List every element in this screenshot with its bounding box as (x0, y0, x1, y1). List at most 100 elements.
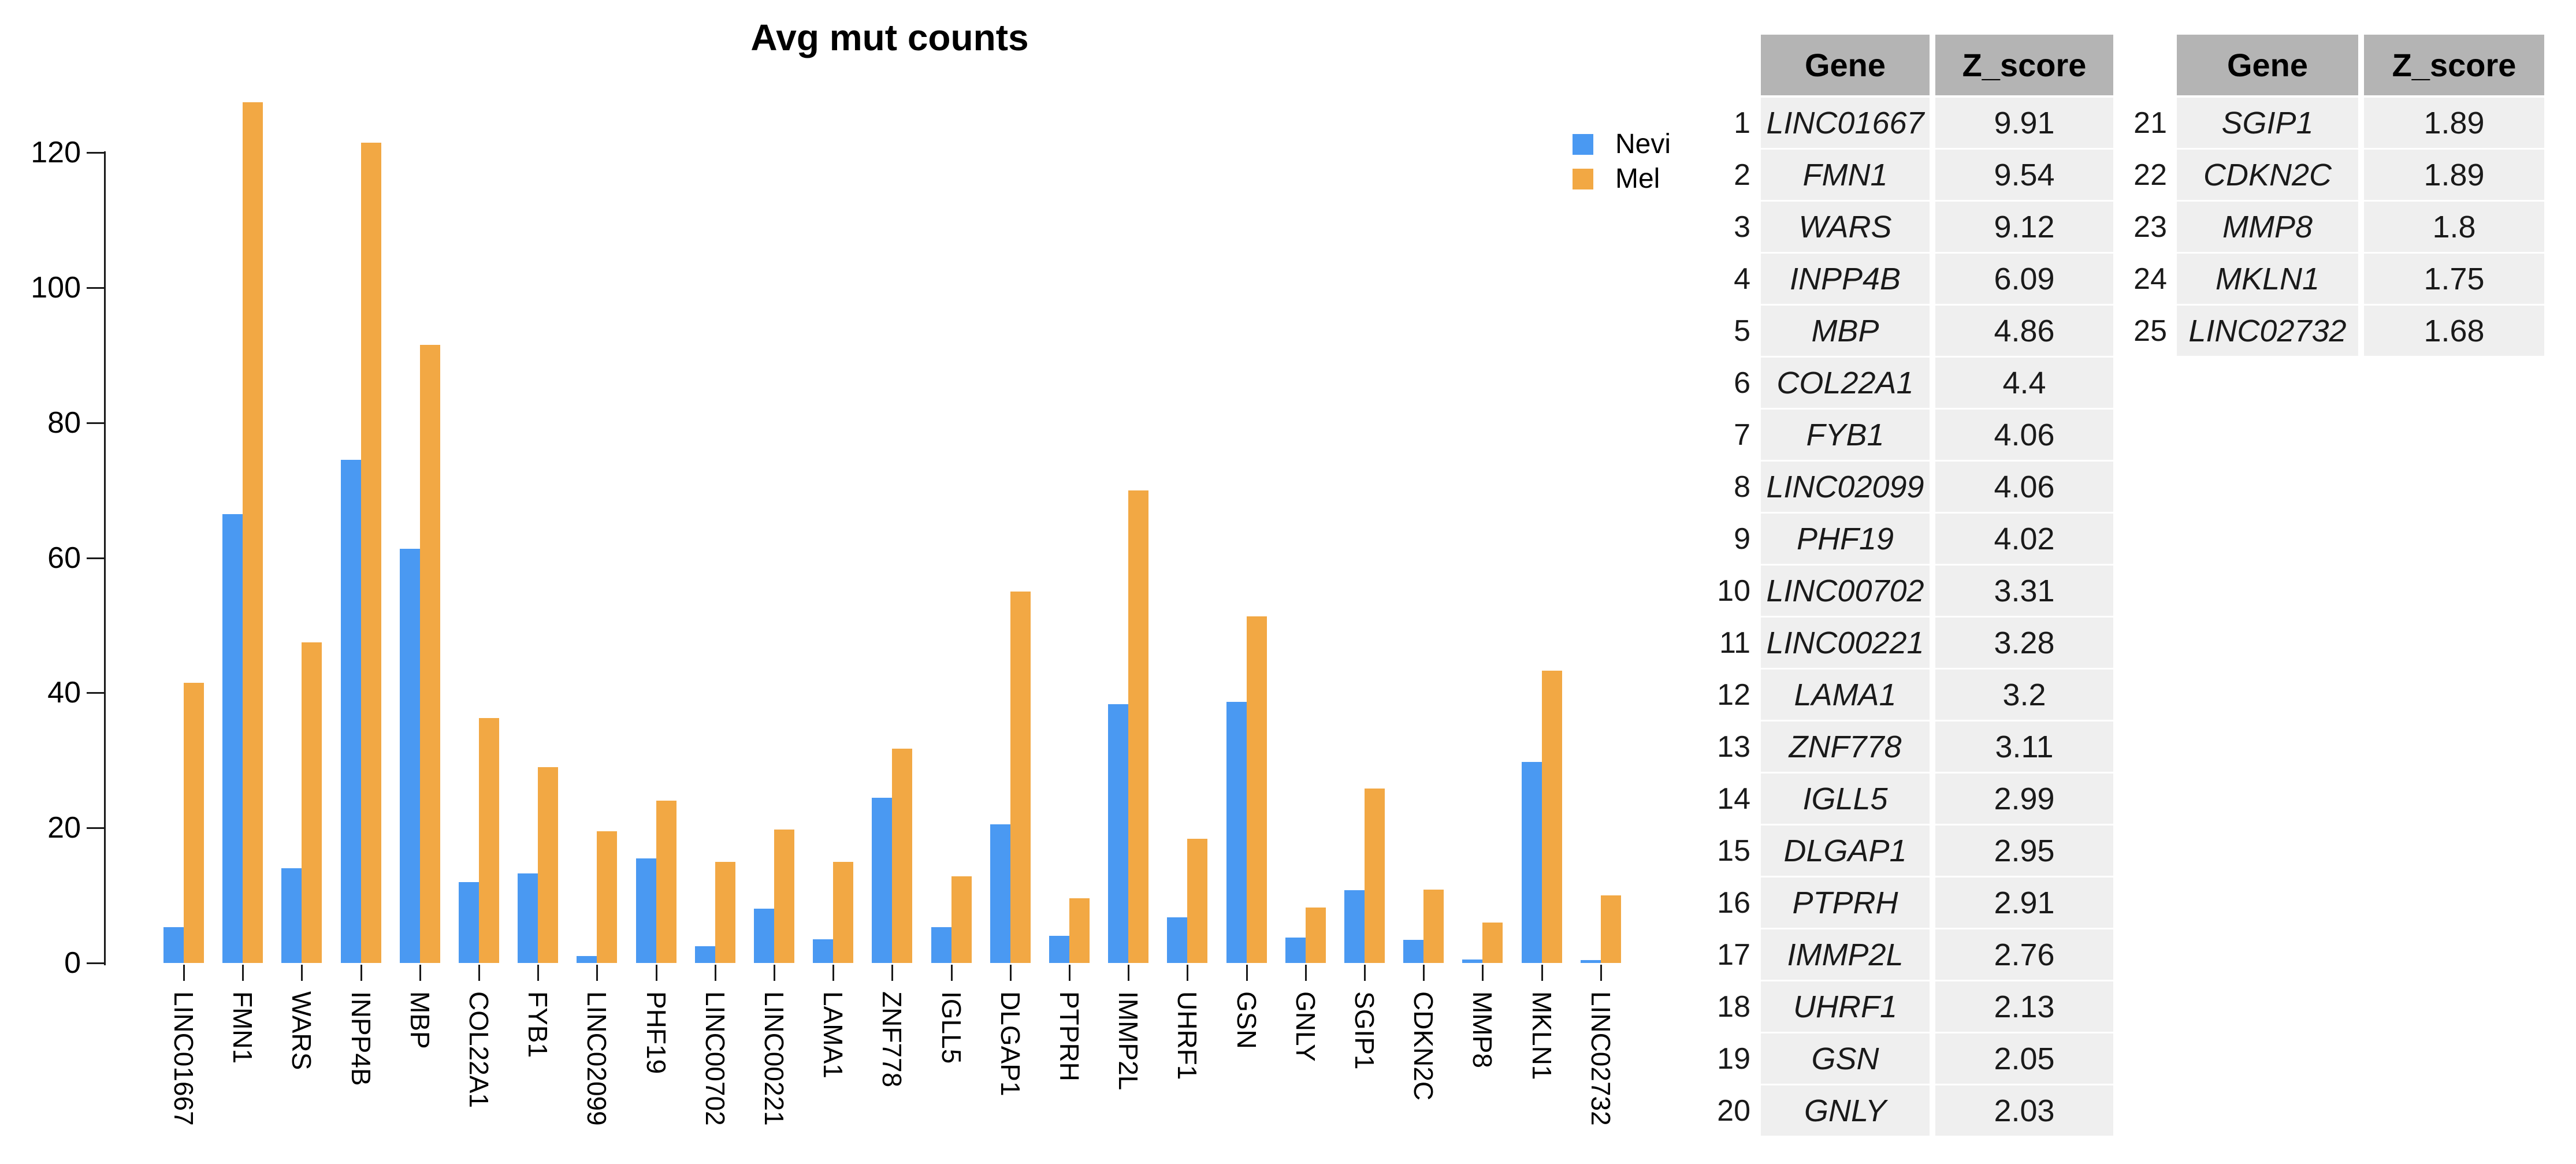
x-axis-label-MBP: MBP (404, 991, 435, 1049)
gene-cell: SGIP1 (2177, 98, 2358, 148)
zscore-cell: 9.12 (1935, 202, 2113, 252)
legend-label-nevi: Nevi (1615, 129, 1671, 159)
bar-mel-MBP (419, 345, 440, 963)
gene-cell: LAMA1 (1761, 670, 1930, 720)
zscore-cell: 2.05 (1935, 1033, 2113, 1084)
bar-mel-CDKN2C (1423, 889, 1444, 963)
y-axis-tick-label: 80 (47, 406, 81, 440)
y-axis-tick (87, 557, 104, 559)
x-axis-tick (360, 965, 362, 981)
y-axis-tick-label: 40 (47, 676, 81, 710)
x-axis-label-DLGAP1: DLGAP1 (995, 991, 1025, 1096)
y-axis-tick-label: 60 (47, 541, 81, 575)
bar-mel-ZNF778 (892, 749, 913, 963)
legend-swatch-mel (1573, 169, 1593, 189)
bar-mel-IMMP2L (1128, 490, 1149, 963)
row-index: 2 (1734, 158, 1750, 192)
gene-cell: LINC00702 (1761, 566, 1930, 616)
x-axis-label-FYB1: FYB1 (523, 991, 553, 1058)
zscore-cell: 9.91 (1935, 98, 2113, 148)
x-axis-tick (774, 965, 775, 981)
y-axis-tick-label: 0 (64, 946, 81, 980)
x-axis-label-LAMA1: LAMA1 (818, 991, 849, 1079)
row-index: 8 (1734, 470, 1750, 504)
x-axis-label-FMN1: FMN1 (228, 991, 258, 1064)
x-axis-tick (242, 965, 244, 981)
zscore-cell: 2.95 (1935, 825, 2113, 876)
row-index: 18 (1717, 990, 1750, 1024)
row-index: 6 (1734, 366, 1750, 400)
x-axis-tick (714, 965, 716, 981)
bar-nevi-LAMA1 (813, 939, 834, 963)
zscore-cell: 2.13 (1935, 981, 2113, 1032)
row-index: 4 (1734, 262, 1750, 296)
zscore-cell: 4.86 (1935, 306, 2113, 356)
bar-nevi-PTPRH (1049, 936, 1069, 963)
row-index: 23 (2133, 210, 2167, 244)
bar-nevi-SGIP1 (1344, 890, 1365, 963)
bar-nevi-LINC01667 (163, 927, 184, 963)
gene-cell: MMP8 (2177, 202, 2358, 252)
row-index: 9 (1734, 522, 1750, 556)
row-index: 16 (1717, 886, 1750, 920)
bar-mel-INPP4B (360, 142, 381, 963)
bar-mel-FMN1 (243, 102, 263, 963)
x-axis-label-MMP8: MMP8 (1467, 991, 1498, 1068)
bar-nevi-LINC02099 (577, 956, 597, 963)
bar-nevi-MMP8 (1462, 960, 1483, 963)
x-axis-label-LINC01667: LINC01667 (169, 991, 199, 1126)
gene-cell: LINC00221 (1761, 618, 1930, 668)
row-index: 21 (2133, 106, 2167, 140)
gene-cell: GNLY (1761, 1085, 1930, 1136)
x-axis-label-LINC00702: LINC00702 (700, 991, 730, 1126)
row-index: 24 (2133, 262, 2167, 296)
gene-cell: IMMP2L (1761, 929, 1930, 980)
x-axis-tick (1304, 965, 1307, 981)
gene-cell: FYB1 (1761, 410, 1930, 460)
bar-nevi-WARS (281, 868, 302, 963)
x-axis-tick (1009, 965, 1012, 981)
bar-nevi-DLGAP1 (990, 824, 1010, 963)
bar-nevi-GSN (1226, 701, 1247, 963)
gene-cell: CDKN2C (2177, 150, 2358, 200)
x-axis-label-GNLY: GNLY (1290, 991, 1321, 1062)
zscore-cell: 2.03 (1935, 1085, 2113, 1136)
gene-cell: IGLL5 (1761, 773, 1930, 824)
x-axis-label-UHRF1: UHRF1 (1172, 991, 1203, 1080)
row-index: 17 (1717, 938, 1750, 972)
bar-nevi-UHRF1 (1167, 917, 1188, 963)
zscore-cell: 3.2 (1935, 670, 2113, 720)
x-axis-tick (832, 965, 835, 981)
row-index: 19 (1717, 1042, 1750, 1076)
bar-mel-GSN (1246, 616, 1267, 963)
row-index: 10 (1717, 574, 1750, 608)
x-axis-tick (596, 965, 599, 981)
y-axis-tick (87, 152, 104, 154)
row-index: 25 (2133, 314, 2167, 348)
bar-mel-PTPRH (1069, 898, 1090, 963)
x-axis-tick (1600, 965, 1602, 981)
x-axis-tick (1482, 965, 1484, 981)
gene-cell: LINC02732 (2177, 306, 2358, 356)
bar-mel-SGIP1 (1365, 789, 1385, 963)
bar-mel-FYB1 (538, 767, 559, 963)
zscore-cell: 2.99 (1935, 773, 2113, 824)
bar-nevi-PHF19 (635, 858, 656, 963)
bar-nevi-ZNF778 (872, 797, 893, 963)
zscore-cell: 2.76 (1935, 929, 2113, 980)
gene-cell: MKLN1 (2177, 254, 2358, 304)
row-index: 3 (1734, 210, 1750, 244)
zscore-cell: 1.89 (2364, 98, 2544, 148)
x-axis-tick (1246, 965, 1248, 981)
row-index: 1 (1734, 106, 1750, 140)
x-axis-tick (655, 965, 657, 981)
bar-mel-LINC01667 (184, 682, 204, 963)
zscore-cell: 4.06 (1935, 462, 2113, 512)
zscore-cell: 3.11 (1935, 722, 2113, 772)
gene-cell: FMN1 (1761, 150, 1930, 200)
x-axis-label-PHF19: PHF19 (641, 991, 671, 1074)
y-axis-tick (87, 422, 104, 424)
x-axis-tick (891, 965, 894, 981)
x-axis-tick (1187, 965, 1189, 981)
